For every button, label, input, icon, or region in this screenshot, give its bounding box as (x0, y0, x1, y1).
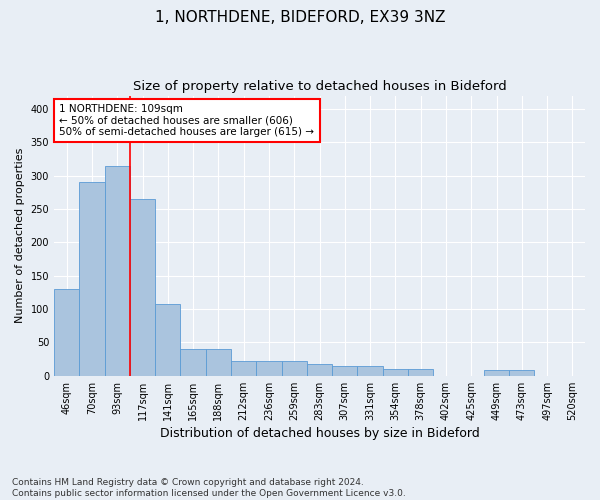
Text: 1, NORTHDENE, BIDEFORD, EX39 3NZ: 1, NORTHDENE, BIDEFORD, EX39 3NZ (155, 10, 445, 25)
Bar (332, 366, 358, 376)
Text: Contains HM Land Registry data © Crown copyright and database right 2024.
Contai: Contains HM Land Registry data © Crown c… (12, 478, 406, 498)
Y-axis label: Number of detached properties: Number of detached properties (15, 148, 25, 324)
Text: 1 NORTHDENE: 109sqm
← 50% of detached houses are smaller (606)
50% of semi-detac: 1 NORTHDENE: 109sqm ← 50% of detached ho… (59, 104, 314, 137)
Bar (484, 370, 509, 376)
Bar (281, 361, 307, 376)
Bar (509, 370, 535, 376)
Bar (408, 369, 433, 376)
Bar (256, 361, 281, 376)
Title: Size of property relative to detached houses in Bideford: Size of property relative to detached ho… (133, 80, 506, 93)
Bar (383, 369, 408, 376)
Bar (155, 304, 181, 376)
X-axis label: Distribution of detached houses by size in Bideford: Distribution of detached houses by size … (160, 427, 479, 440)
Bar (307, 364, 332, 376)
Bar (206, 349, 231, 376)
Bar (358, 366, 383, 376)
Bar (79, 182, 104, 376)
Bar (181, 349, 206, 376)
Bar (130, 199, 155, 376)
Bar (104, 166, 130, 376)
Bar (231, 361, 256, 376)
Bar (54, 289, 79, 376)
